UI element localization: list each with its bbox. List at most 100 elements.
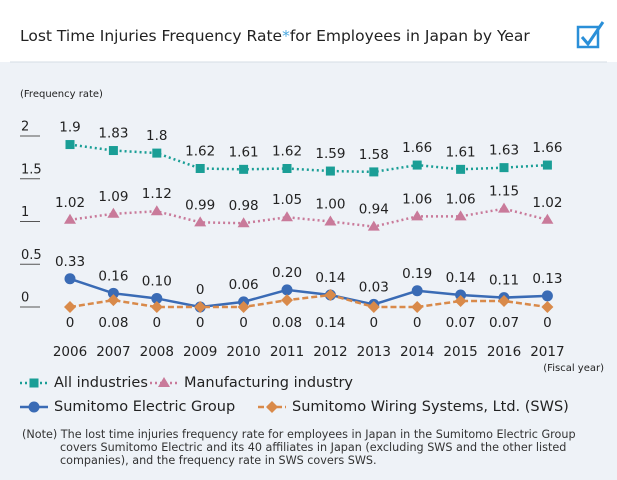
data-point [499, 163, 509, 173]
legend-label: All industries [54, 375, 148, 391]
chart-title: Lost Time Injuries Frequency Rate*for Em… [20, 27, 530, 45]
x-tick-label: 2014 [400, 344, 434, 360]
legend-label: Manufacturing industry [184, 375, 353, 391]
data-label: 0.14 [315, 315, 345, 331]
data-label: 1.05 [272, 192, 302, 208]
x-tick-label: 2008 [140, 344, 174, 360]
data-point [237, 301, 250, 313]
data-label: 1.66 [402, 140, 432, 156]
data-point [195, 163, 205, 173]
data-label: 0 [196, 282, 205, 298]
data-label: 0 [370, 315, 379, 331]
data-label: 1.9 [59, 120, 80, 136]
data-label: 0.13 [532, 271, 562, 287]
data-point [151, 292, 163, 304]
data-point [64, 213, 76, 224]
data-point [498, 295, 510, 308]
data-label: 0.06 [229, 277, 259, 293]
data-label: 1.58 [359, 147, 389, 163]
data-label: 0.33 [55, 254, 85, 270]
data-point [411, 285, 423, 297]
x-tick-label: 2016 [487, 344, 521, 360]
chart-background [0, 62, 617, 480]
data-point [281, 211, 293, 222]
data-label: 1.61 [229, 144, 259, 160]
data-point [152, 148, 162, 158]
data-point [541, 290, 553, 302]
checkbox-icon [576, 21, 605, 49]
data-point [150, 301, 163, 313]
data-point [367, 301, 380, 313]
data-point [150, 205, 163, 216]
data-label: 0.14 [315, 270, 345, 286]
data-point [324, 289, 337, 302]
data-label: 1.12 [142, 186, 172, 202]
x-tick-label: 2012 [313, 344, 347, 360]
data-point [194, 216, 207, 227]
data-point [412, 160, 422, 170]
data-label: 0.19 [402, 266, 432, 282]
data-label: 0 [543, 315, 552, 331]
data-label: 0.14 [446, 270, 476, 286]
data-label: 0.94 [359, 202, 389, 218]
data-label: 0 [66, 315, 75, 331]
data-label: 1.83 [98, 126, 128, 142]
data-label: 0 [196, 315, 205, 331]
series-line [69, 207, 548, 228]
y-tick-label: 0 [21, 291, 29, 306]
data-point [107, 287, 119, 299]
data-point [107, 207, 120, 218]
x-tick-label: 2015 [443, 344, 477, 360]
data-label: 0.07 [446, 315, 476, 331]
data-label: 0.20 [272, 265, 302, 281]
data-label: 1.09 [98, 189, 128, 205]
data-point [107, 294, 120, 307]
data-point [411, 210, 424, 221]
data-point [324, 215, 337, 226]
x-tick-label: 2011 [270, 344, 304, 360]
data-point [65, 140, 75, 150]
data-label: 0.99 [185, 197, 215, 213]
x-tick-label: 2009 [183, 344, 217, 360]
series-line [69, 293, 548, 309]
data-point [369, 167, 379, 177]
note: (Note) The lost time injuries frequency … [22, 428, 576, 467]
data-label: 1.62 [272, 143, 302, 159]
y-tick-label: 1 [21, 205, 29, 220]
data-point [239, 164, 249, 174]
data-label: 0.08 [98, 315, 128, 331]
data-label: 0.98 [229, 198, 259, 214]
data-label: 0.08 [272, 315, 302, 331]
data-label: 0 [153, 315, 162, 331]
data-label: 1.06 [402, 191, 432, 207]
data-point [108, 146, 118, 156]
title-text: Lost Time Injuries Frequency Rate [20, 27, 282, 45]
data-point [194, 301, 207, 313]
data-label: 1.02 [532, 195, 562, 211]
data-point [281, 284, 293, 296]
data-point [456, 164, 466, 174]
data-point [454, 210, 467, 221]
data-label: 1.8 [146, 128, 167, 144]
data-label: 1.66 [532, 140, 562, 156]
series-line [69, 277, 548, 309]
legend-marker [28, 401, 40, 413]
y-tick-label: 1.5 [21, 162, 42, 177]
legend-marker [29, 378, 39, 388]
data-point [325, 166, 335, 176]
x-tick-label: 2006 [53, 344, 87, 360]
data-point [541, 213, 554, 224]
data-label: 1.62 [185, 143, 215, 159]
data-point [64, 301, 76, 313]
data-label: 1.15 [489, 184, 519, 200]
y-tick-label: 2 [21, 120, 29, 135]
legend-label: Sumitomo Electric Group [54, 399, 235, 415]
x-tick-label: 2007 [96, 344, 130, 360]
data-label: 1.63 [489, 143, 519, 159]
x-tick-label: 2013 [357, 344, 391, 360]
data-point [411, 301, 424, 313]
data-label: 0.11 [489, 273, 519, 289]
y-tick-label: 0.5 [21, 248, 42, 263]
data-label: 0 [239, 315, 248, 331]
data-label: 1.00 [315, 197, 345, 213]
